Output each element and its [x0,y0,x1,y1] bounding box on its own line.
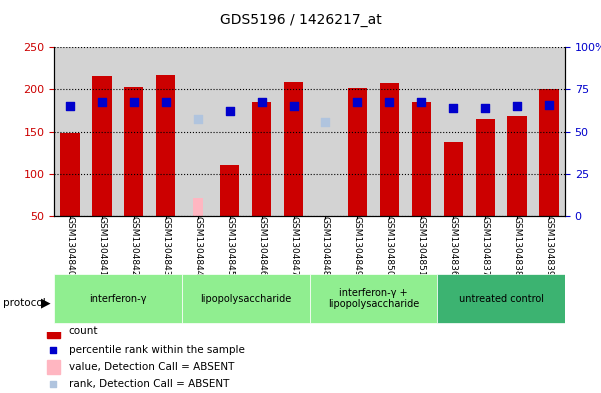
Bar [405,47,437,216]
Bar [214,47,246,216]
Point [288,103,298,109]
Text: GSM1304836: GSM1304836 [449,216,458,277]
Text: value, Detection Call = ABSENT: value, Detection Call = ABSENT [69,362,234,372]
Bar [533,47,565,216]
Bar [437,274,565,323]
Text: GSM1304838: GSM1304838 [513,216,522,277]
Point [257,99,266,105]
Bar [437,47,469,216]
Text: untreated control: untreated control [459,294,543,304]
Bar [182,47,214,216]
Bar [47,360,59,373]
Text: GSM1304842: GSM1304842 [129,216,138,277]
Text: interferon-γ +
lipopolysaccharide: interferon-γ + lipopolysaccharide [328,288,419,309]
Bar [444,142,463,216]
Text: GSM1304846: GSM1304846 [257,216,266,277]
Bar [156,75,175,216]
Text: GSM1304840: GSM1304840 [66,216,75,277]
Bar [501,47,533,216]
Bar [124,87,144,216]
Bar [54,274,182,323]
Bar [193,198,203,216]
Point [512,103,522,109]
Point [544,101,554,108]
Point [97,99,107,105]
Bar [341,47,373,216]
Text: count: count [69,327,99,336]
Bar [348,88,367,216]
Bar [539,90,558,216]
Text: GSM1304845: GSM1304845 [225,216,234,277]
Point [353,99,362,105]
Point [193,116,203,122]
Point [448,105,458,111]
Point [416,99,426,105]
Bar [86,47,118,216]
Bar [47,325,59,338]
Bar [469,47,501,216]
Text: ▶: ▶ [41,297,50,310]
Bar [61,133,79,216]
Text: interferon-γ: interferon-γ [89,294,147,304]
Point [161,99,171,105]
Bar [310,47,341,216]
Text: lipopolysaccharide: lipopolysaccharide [200,294,291,304]
Text: GSM1304851: GSM1304851 [416,216,426,277]
Bar [284,82,303,216]
Bar [118,47,150,216]
Text: GSM1304837: GSM1304837 [481,216,490,277]
Text: GSM1304849: GSM1304849 [353,216,362,277]
Text: GSM1304850: GSM1304850 [385,216,394,277]
Text: rank, Detection Call = ABSENT: rank, Detection Call = ABSENT [69,379,229,389]
Bar [380,83,399,216]
Bar [412,102,431,216]
Bar [475,119,495,216]
Point [49,381,58,387]
Text: GSM1304848: GSM1304848 [321,216,330,277]
Bar [252,102,271,216]
Point [385,99,394,105]
Bar [93,76,112,216]
Point [225,107,234,114]
Point [49,347,58,353]
Point [66,103,75,109]
Point [480,105,490,111]
Text: GSM1304841: GSM1304841 [97,216,106,277]
Bar [220,165,239,216]
Text: percentile rank within the sample: percentile rank within the sample [69,345,245,355]
Text: GSM1304844: GSM1304844 [194,216,203,277]
Bar [278,47,310,216]
Bar [507,116,526,216]
Text: GDS5196 / 1426217_at: GDS5196 / 1426217_at [219,13,382,27]
Bar [246,47,278,216]
Text: GSM1304839: GSM1304839 [545,216,554,277]
Bar [150,47,182,216]
Text: GSM1304843: GSM1304843 [161,216,170,277]
Text: protocol: protocol [3,298,46,309]
Text: GSM1304847: GSM1304847 [289,216,298,277]
Bar [54,47,86,216]
Point [321,118,331,125]
Bar [373,47,405,216]
Bar [310,274,437,323]
Point [129,99,139,105]
Bar [182,274,310,323]
